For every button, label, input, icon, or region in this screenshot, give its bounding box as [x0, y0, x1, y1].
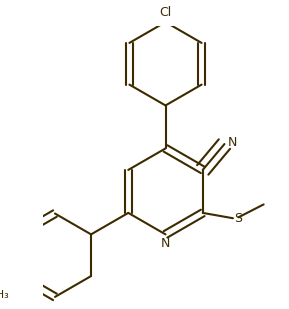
Text: N: N: [228, 136, 238, 149]
Text: Cl: Cl: [160, 6, 172, 19]
Text: S: S: [234, 212, 242, 225]
Text: N: N: [161, 237, 170, 250]
Text: CH₃: CH₃: [0, 290, 9, 300]
